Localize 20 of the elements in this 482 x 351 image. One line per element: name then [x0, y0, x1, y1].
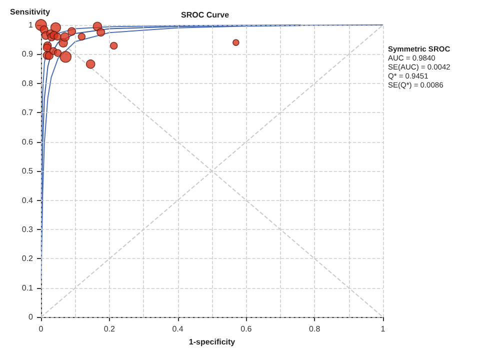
y-tick-label: 0: [28, 312, 34, 322]
y-tick-label: 0.5: [22, 166, 34, 176]
x-tick-label: 1: [380, 324, 386, 334]
y-tick-label: 0.2: [22, 254, 34, 264]
y-tick-label: 0.9: [22, 50, 34, 59]
x-tick-label: 0.6: [240, 324, 252, 334]
x-tick-label: 0: [38, 324, 44, 334]
y-tick-label: 1: [28, 20, 34, 30]
y-tick-label: 0.1: [22, 283, 34, 292]
x-tick-label: 0.4: [172, 324, 184, 334]
y-tick-label: 0.8: [22, 78, 34, 88]
y-tick-label: 0.4: [22, 196, 34, 205]
x-axis-title: 1-specificity: [188, 338, 236, 346]
y-axis-title: Sensitivity: [10, 8, 51, 16]
x-tick-label: 0.2: [104, 324, 116, 334]
chart-title: SROC Curve: [181, 10, 230, 20]
y-tick-label: 0.6: [22, 137, 34, 146]
y-tick-label: 0.7: [22, 108, 34, 118]
x-tick-label: 0.8: [309, 324, 321, 334]
y-tick-label: 0.3: [22, 224, 34, 234]
